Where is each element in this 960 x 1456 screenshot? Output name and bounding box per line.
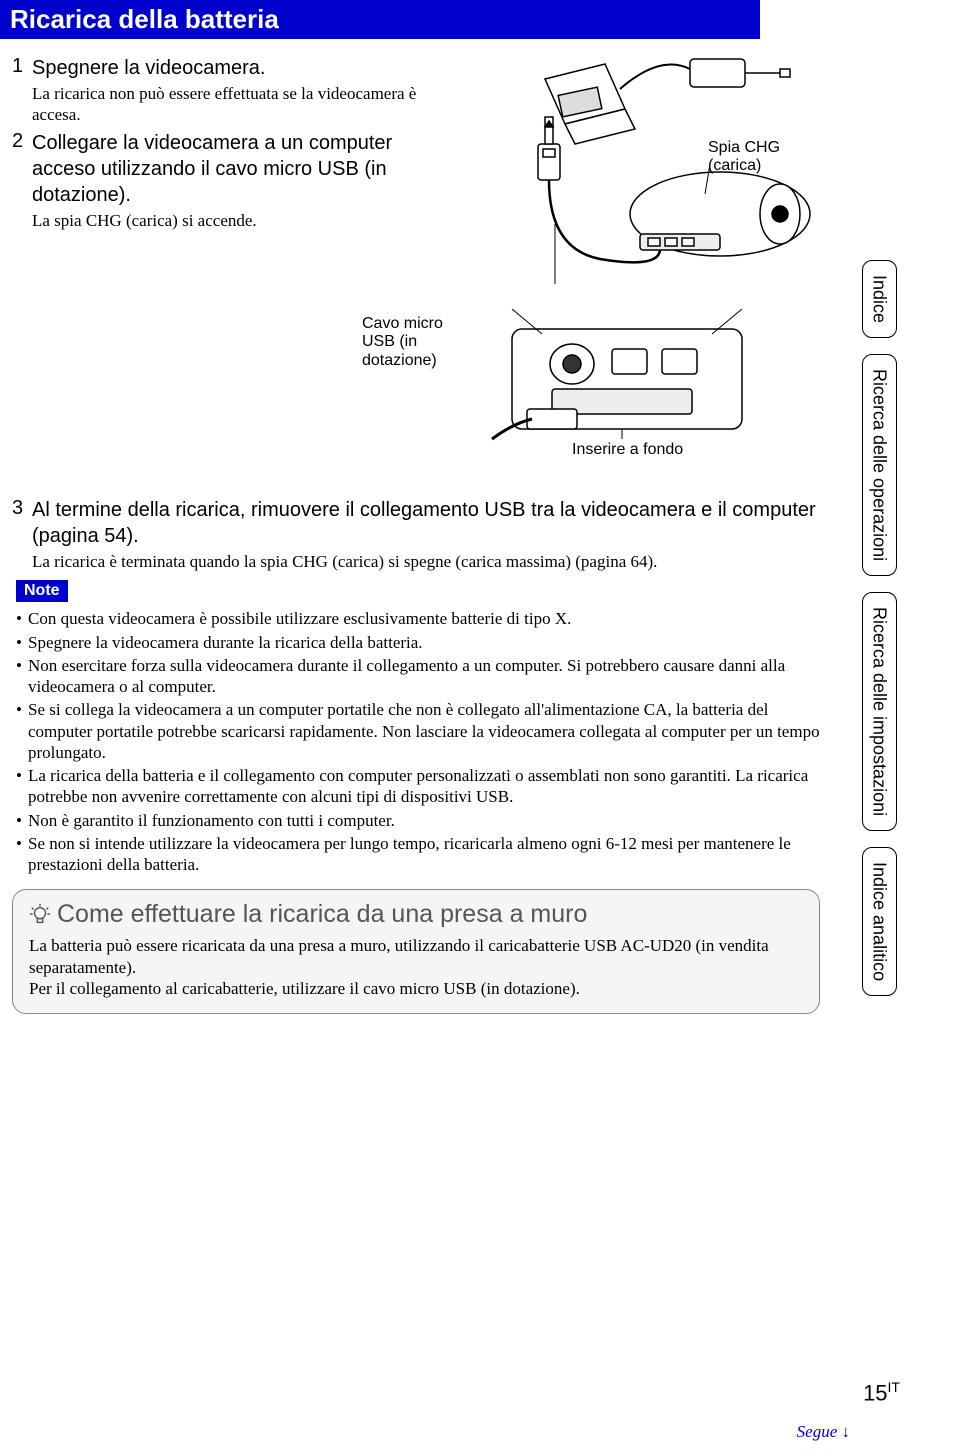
step-3: 3 Al termine della ricarica, rimuovere i… — [12, 497, 820, 572]
steps-1-2: 1 Spegnere la videocamera. La ricarica n… — [12, 49, 440, 309]
insert-diagram: Cavo micro USB (in dotazione) Inserire a… — [372, 309, 792, 479]
step-number: 3 — [12, 497, 32, 572]
page-header: Ricarica della batteria — [0, 0, 760, 39]
tip-box: Come effettuare la ricarica da una presa… — [12, 889, 820, 1014]
step-number: 1 — [12, 55, 32, 126]
tab-ricerca-impostazioni[interactable]: Ricerca delle impostazioni — [862, 592, 897, 831]
note-item: La ricarica della batteria e il collegam… — [16, 765, 820, 808]
connection-diagram: Spia CHG (carica) — [460, 49, 820, 309]
insert-label: Inserire a fondo — [572, 441, 683, 459]
step-2: 2 Collegare la videocamera a un computer… — [12, 130, 440, 231]
tab-indice[interactable]: Indice — [862, 260, 897, 338]
notes-list: Con questa videocamera è possibile utili… — [12, 608, 820, 875]
step-title: Collegare la videocamera a un computer a… — [32, 130, 440, 208]
step-desc: La ricarica non può essere effettuata se… — [32, 83, 440, 126]
cable-label: Cavo micro USB (in dotazione) — [362, 315, 443, 370]
top-row: 1 Spegnere la videocamera. La ricarica n… — [12, 49, 820, 309]
tip-title-row: Come effettuare la ricarica da una presa… — [29, 900, 803, 929]
tip-body: La batteria può essere ricaricata da una… — [29, 935, 803, 999]
note-item: Con questa videocamera è possibile utili… — [16, 608, 820, 629]
tab-indice-analitico[interactable]: Indice analitico — [862, 847, 897, 996]
note-item: Non esercitare forza sulla videocamera d… — [16, 655, 820, 698]
continue-link[interactable]: Segue ↓ — [797, 1422, 850, 1442]
step-number: 2 — [12, 130, 32, 231]
step-title: Spegnere la videocamera. — [32, 55, 440, 81]
page-number: 15IT — [863, 1379, 900, 1406]
note-item: Non è garantito il funzionamento con tut… — [16, 810, 820, 831]
side-tabs: Indice Ricerca delle operazioni Ricerca … — [862, 260, 932, 1012]
main-content: 1 Spegnere la videocamera. La ricarica n… — [0, 39, 840, 1014]
note-badge: Note — [16, 580, 68, 602]
tip-title: Come effettuare la ricarica da una presa… — [57, 900, 587, 929]
note-item: Se si collega la videocamera a un comput… — [16, 699, 820, 763]
note-item: Se non si intende utilizzare la videocam… — [16, 833, 820, 876]
step-title: Al termine della ricarica, rimuovere il … — [32, 497, 820, 549]
step-desc: La ricarica è terminata quando la spia C… — [32, 551, 820, 572]
note-item: Spegnere la videocamera durante la ricar… — [16, 632, 820, 653]
page-title: Ricarica della batteria — [10, 4, 279, 34]
step-desc: La spia CHG (carica) si accende. — [32, 210, 440, 231]
step-1: 1 Spegnere la videocamera. La ricarica n… — [12, 55, 440, 126]
bulb-icon — [29, 904, 51, 926]
tab-ricerca-operazioni[interactable]: Ricerca delle operazioni — [862, 354, 897, 576]
spia-label: Spia CHG (carica) — [708, 139, 780, 176]
